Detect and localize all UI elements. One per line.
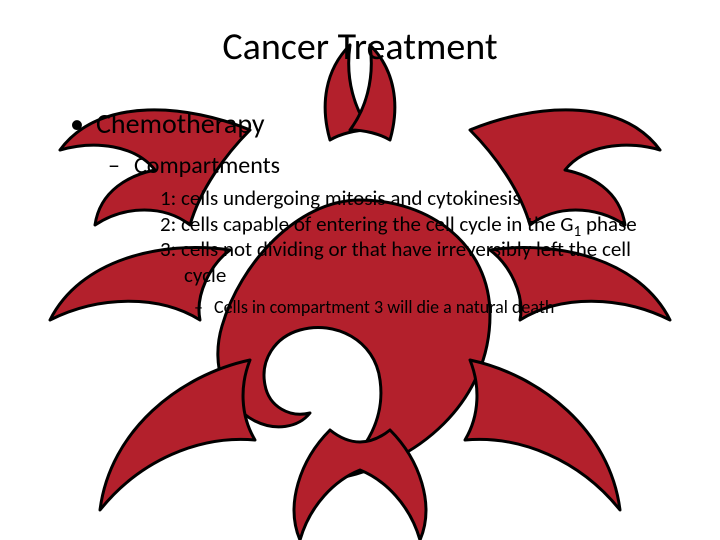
dash-glyph: – — [194, 296, 214, 318]
lvl3-text: cells not dividing or that have irrevers… — [181, 236, 631, 288]
bullet-level-2: –Compartments — [108, 151, 720, 180]
slide-content: Cancer Treatment •Chemotherapy –Compartm… — [0, 0, 720, 540]
slide-title: Cancer Treatment — [0, 0, 720, 70]
bullet-level-4: –Cells in compartment 3 will die a natur… — [194, 296, 660, 318]
lvl3-label: 1: — [160, 185, 176, 211]
numbered-level-3: 1: cells undergoing mitosis and cytokine… — [160, 186, 660, 288]
lvl3-item-1: 1: cells undergoing mitosis and cytokine… — [160, 186, 660, 212]
lvl2-text: Compartments — [134, 151, 280, 180]
lvl3-text: cells undergoing mitosis and cytokinesis — [181, 185, 521, 211]
lvl1-text: Chemotherapy — [96, 106, 265, 141]
bullet-level-1: •Chemotherapy — [70, 106, 720, 141]
lvl3-label: 3: — [160, 236, 176, 262]
lvl4-text: Cells in compartment 3 will die a natura… — [214, 296, 554, 318]
dash-glyph: – — [108, 151, 134, 180]
lvl3-label: 2: — [160, 211, 176, 237]
lvl3-item-3: 3: cells not dividing or that have irrev… — [160, 237, 660, 288]
lvl3-item-2: 2: cells capable of entering the cell cy… — [160, 212, 660, 238]
lvl3-text: cells capable of entering the cell cycle… — [181, 211, 637, 237]
bullet-glyph: • — [70, 106, 96, 141]
